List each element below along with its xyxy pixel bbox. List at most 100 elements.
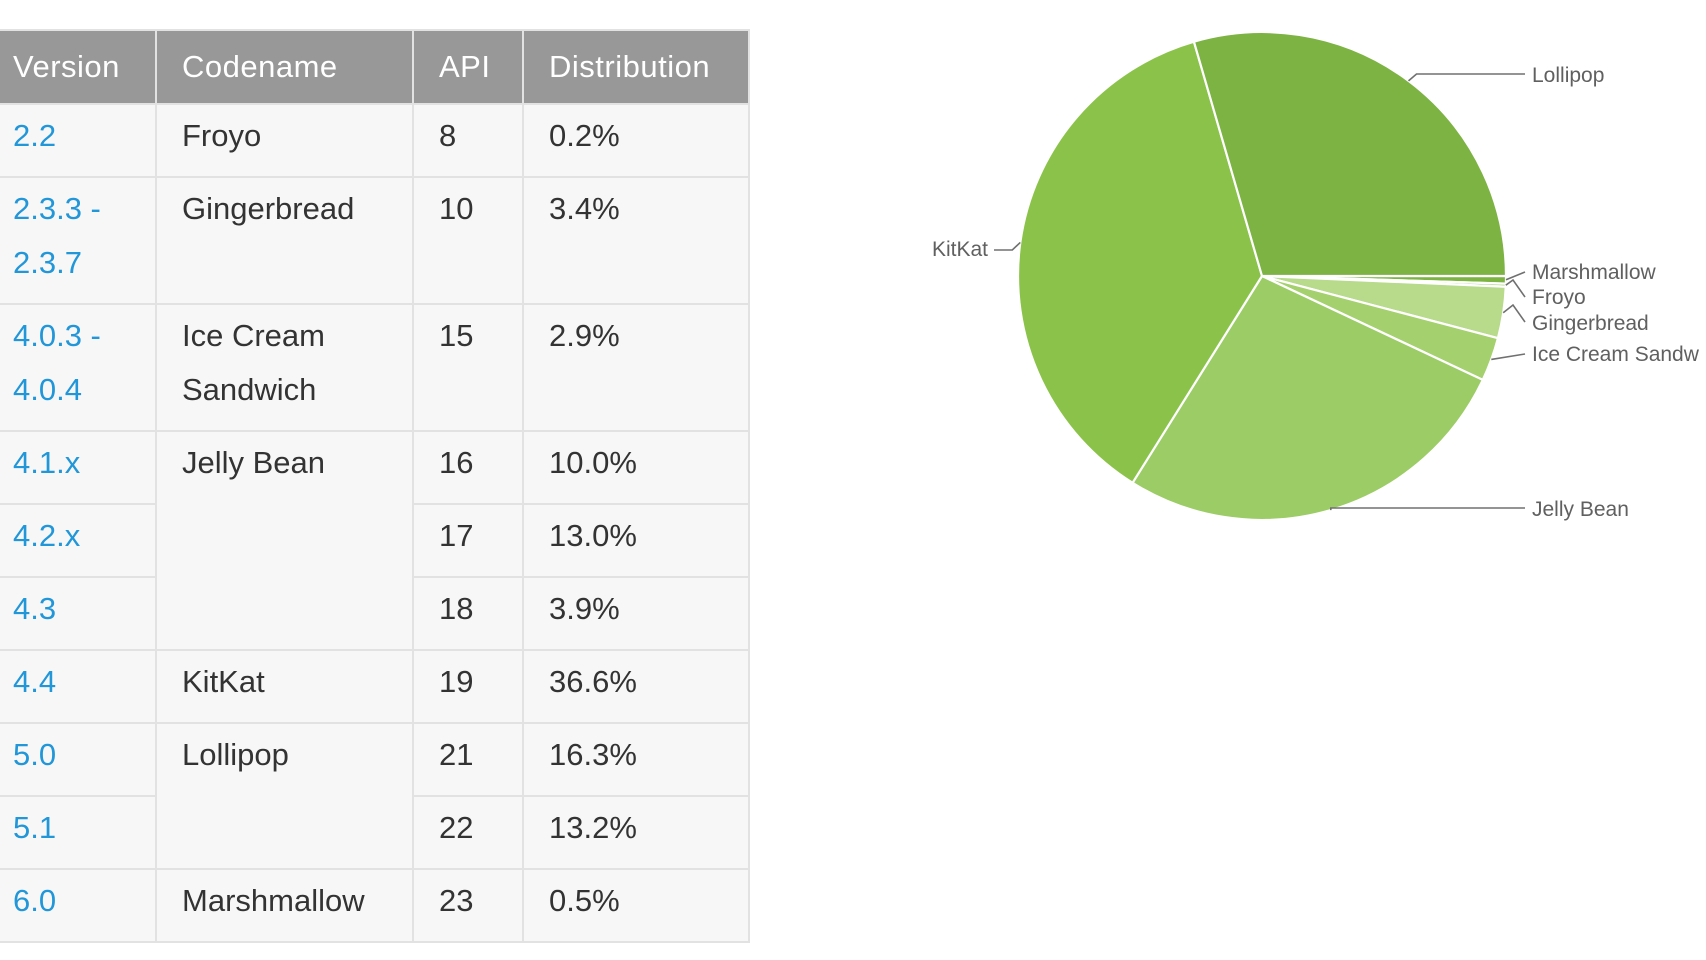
- distribution-cell: 13.2%: [522, 795, 750, 870]
- label-gingerbread: Gingerbread: [1532, 312, 1649, 335]
- version-link[interactable]: 4.2.x: [0, 503, 157, 578]
- codename-text: Marshmallow: [182, 883, 365, 918]
- codename-text: KitKat: [182, 664, 265, 699]
- label-leaders: [994, 73, 1526, 511]
- codename-text: Gingerbread: [182, 191, 355, 226]
- pie-chart: Lollipop Marshmallow Froyo Gingerbread I…: [932, 30, 1700, 522]
- table-row: 4.2.x 17 13.0%: [0, 503, 750, 578]
- version-link[interactable]: 5.0: [0, 722, 157, 797]
- distribution-cell: 2.9%: [522, 303, 750, 432]
- pie-slice-kitkat: [1016, 40, 1264, 485]
- leader-line-marshmallow: [1505, 271, 1526, 281]
- version-text[interactable]: 4.4: [13, 664, 57, 699]
- api-cell: 22: [412, 795, 524, 870]
- table-row: 2.2 Froyo 8 0.2%: [0, 103, 750, 178]
- codename-cell: Gingerbread: [155, 176, 414, 305]
- table-row: 4.1.x Jelly Bean 16 10.0%: [0, 430, 750, 651]
- version-link[interactable]: 2.2: [0, 103, 157, 178]
- version-text[interactable]: 4.2.x: [13, 518, 81, 553]
- api-cell: 21: [412, 722, 524, 797]
- codename-text: Froyo: [182, 118, 262, 153]
- codename-cell: Lollipop: [155, 722, 414, 870]
- codename-text: Lollipop: [182, 737, 289, 772]
- api-cell: 16: [412, 430, 524, 505]
- version-link[interactable]: 4.3: [0, 576, 157, 651]
- distribution-cell: 3.9%: [522, 576, 750, 651]
- header-version: Version: [0, 29, 157, 105]
- leader-line-kitkat: [994, 241, 1021, 251]
- api-text: 21: [439, 737, 474, 772]
- api-cell: 15: [412, 303, 524, 432]
- version-text[interactable]: 2.3.3 - 2.3.7: [13, 191, 101, 280]
- api-cell: 8: [412, 103, 524, 178]
- api-text: 18: [439, 591, 474, 626]
- api-text: 17: [439, 518, 474, 553]
- distribution-text: 16.3%: [549, 737, 637, 772]
- codename-cell: Jelly Bean: [155, 430, 414, 651]
- label-jelly-bean: Jelly Bean: [1532, 498, 1629, 521]
- version-text[interactable]: 4.3: [13, 591, 57, 626]
- api-text: 23: [439, 883, 474, 918]
- distribution-cell: 0.2%: [522, 103, 750, 178]
- api-text: 19: [439, 664, 474, 699]
- table-row: 4.0.3 - 4.0.4 Ice Cream Sandwich 15 2.9%: [0, 303, 750, 432]
- distribution-cell: 13.0%: [522, 503, 750, 578]
- version-link[interactable]: 5.1: [0, 795, 157, 870]
- header-codename: Codename: [155, 29, 414, 105]
- table-row: 6.0 Marshmallow 23 0.5%: [0, 868, 750, 943]
- distribution-cell: 3.4%: [522, 176, 750, 305]
- distribution-text: 0.2%: [549, 118, 620, 153]
- leader-line-gingerbread: [1502, 303, 1526, 323]
- codename-text: Ice Cream Sandwich: [182, 318, 325, 407]
- distribution-cell: 36.6%: [522, 649, 750, 724]
- version-text[interactable]: 5.0: [13, 737, 57, 772]
- version-text[interactable]: 5.1: [13, 810, 57, 845]
- version-text[interactable]: 6.0: [13, 883, 57, 918]
- distribution-cell: 0.5%: [522, 868, 750, 943]
- codename-cell: Ice Cream Sandwich: [155, 303, 414, 432]
- api-cell: 23: [412, 868, 524, 943]
- pie-slice-lollipop: [1192, 30, 1508, 278]
- header-distribution: Distribution: [522, 29, 750, 105]
- distribution-text: 13.2%: [549, 810, 637, 845]
- table-row: 2.3.3 - 2.3.7 Gingerbread 10 3.4%: [0, 176, 750, 305]
- distribution-text: 2.9%: [549, 318, 620, 353]
- version-link[interactable]: 4.4: [0, 649, 157, 724]
- version-text[interactable]: 2.2: [13, 118, 57, 153]
- api-text: 10: [439, 191, 474, 226]
- api-cell: 19: [412, 649, 524, 724]
- api-cell: 17: [412, 503, 524, 578]
- distribution-cell: 16.3%: [522, 722, 750, 797]
- version-link[interactable]: 2.3.3 - 2.3.7: [0, 176, 157, 305]
- version-text[interactable]: 4.1.x: [13, 445, 81, 480]
- api-text: 8: [439, 118, 457, 153]
- codename-cell: Marshmallow: [155, 868, 414, 943]
- distribution-text: 3.4%: [549, 191, 620, 226]
- label-kitkat: KitKat: [932, 238, 988, 261]
- leader-line-jelly-bean: [1329, 507, 1525, 511]
- distribution-table: Version Codename API Distribution 2.2 Fr…: [0, 29, 750, 943]
- label-marshmallow: Marshmallow: [1532, 261, 1657, 284]
- api-cell: 10: [412, 176, 524, 305]
- api-cell: 18: [412, 576, 524, 651]
- leader-line-lollipop: [1407, 73, 1525, 82]
- table-header-row: Version Codename API Distribution: [0, 29, 750, 105]
- api-text: 16: [439, 445, 474, 480]
- version-link[interactable]: 6.0: [0, 868, 157, 943]
- leader-line-ice-cream-sandwich: [1491, 353, 1526, 361]
- version-text[interactable]: 4.0.3 - 4.0.4: [13, 318, 101, 407]
- table-row: 5.0 Lollipop 21 16.3%: [0, 722, 750, 870]
- version-link[interactable]: 4.1.x: [0, 430, 157, 505]
- label-lollipop: Lollipop: [1532, 64, 1604, 87]
- distribution-text: 0.5%: [549, 883, 620, 918]
- table-row: 4.4 KitKat 19 36.6%: [0, 649, 750, 724]
- table-row: 4.3 18 3.9%: [0, 576, 750, 651]
- leader-line-froyo: [1505, 278, 1526, 298]
- version-link[interactable]: 4.0.3 - 4.0.4: [0, 303, 157, 432]
- api-text: 15: [439, 318, 474, 353]
- label-froyo: Froyo: [1532, 286, 1586, 309]
- codename-text: Jelly Bean: [182, 445, 326, 480]
- distribution-text: 10.0%: [549, 445, 637, 480]
- codename-cell: Froyo: [155, 103, 414, 178]
- distribution-text: 36.6%: [549, 664, 637, 699]
